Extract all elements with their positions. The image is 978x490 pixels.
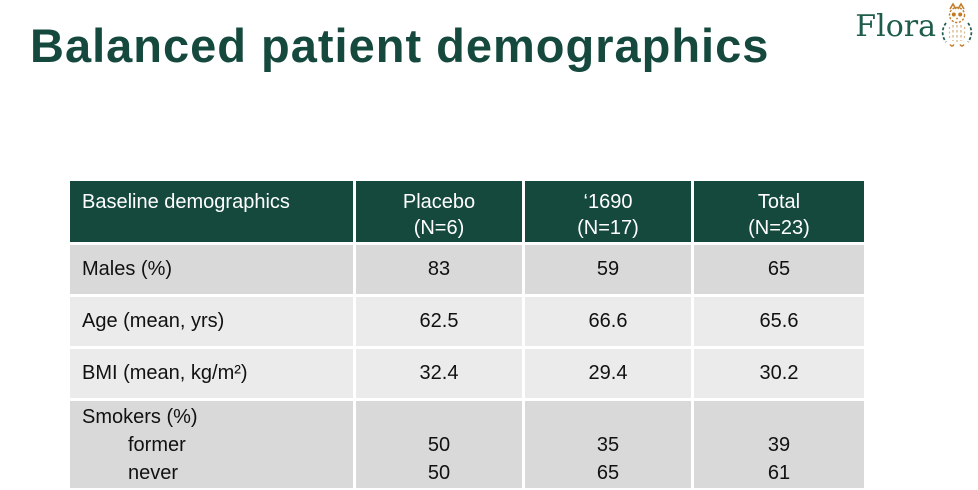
- cell-value-group: 35 65: [525, 401, 694, 488]
- owl-icon: [941, 2, 973, 47]
- logo-text: Flora: [855, 9, 936, 44]
- header-cell-total: Total (N=23): [694, 181, 864, 245]
- table-row-smokers: Smokers (%) former never 50 50 35 65 39 …: [70, 401, 864, 488]
- row-sublabel-never: never: [128, 462, 179, 484]
- header-cell-1690: ‘1690 (N=17): [525, 181, 694, 245]
- header-cell-placebo: Placebo (N=6): [356, 181, 525, 245]
- row-label: BMI (mean, kg/m²): [70, 349, 356, 401]
- cell-value: 35: [596, 434, 620, 456]
- cell-value: 32.4: [356, 349, 525, 401]
- row-label-group: Smokers (%) former never: [70, 401, 356, 488]
- cell-value: 30.2: [694, 349, 864, 401]
- cell-value: 65.6: [694, 297, 864, 349]
- row-label: Smokers (%): [82, 406, 198, 428]
- cell-value-group: 50 50: [356, 401, 525, 488]
- cell-value: 50: [427, 434, 451, 456]
- cell-value: 50: [427, 462, 451, 484]
- cell-value: 59: [525, 245, 694, 297]
- cell-value: 61: [767, 462, 791, 484]
- demographics-table: Baseline demographics Placebo (N=6) ‘169…: [70, 181, 864, 488]
- slide-title: Balanced patient demographics: [30, 19, 770, 72]
- table-row-age: Age (mean, yrs) 62.5 66.6 65.6: [70, 297, 864, 349]
- cell-value: 83: [356, 245, 525, 297]
- cell-value: 66.6: [525, 297, 694, 349]
- row-label: Age (mean, yrs): [70, 297, 356, 349]
- row-sublabel-former: former: [128, 434, 186, 456]
- header-cell-baseline-demographics: Baseline demographics: [70, 181, 356, 245]
- cell-value: 29.4: [525, 349, 694, 401]
- table-row-males: Males (%) 83 59 65: [70, 245, 864, 297]
- row-label: Males (%): [70, 245, 356, 297]
- cell-value: 65: [596, 462, 620, 484]
- table-row-bmi: BMI (mean, kg/m²) 32.4 29.4 30.2: [70, 349, 864, 401]
- table-header-row: Baseline demographics Placebo (N=6) ‘169…: [70, 181, 864, 245]
- flora-logo: Flora: [855, 2, 976, 48]
- cell-value: 62.5: [356, 297, 525, 349]
- cell-value-group: 39 61: [694, 401, 864, 488]
- cell-value: 65: [694, 245, 864, 297]
- cell-value: 39: [767, 434, 791, 456]
